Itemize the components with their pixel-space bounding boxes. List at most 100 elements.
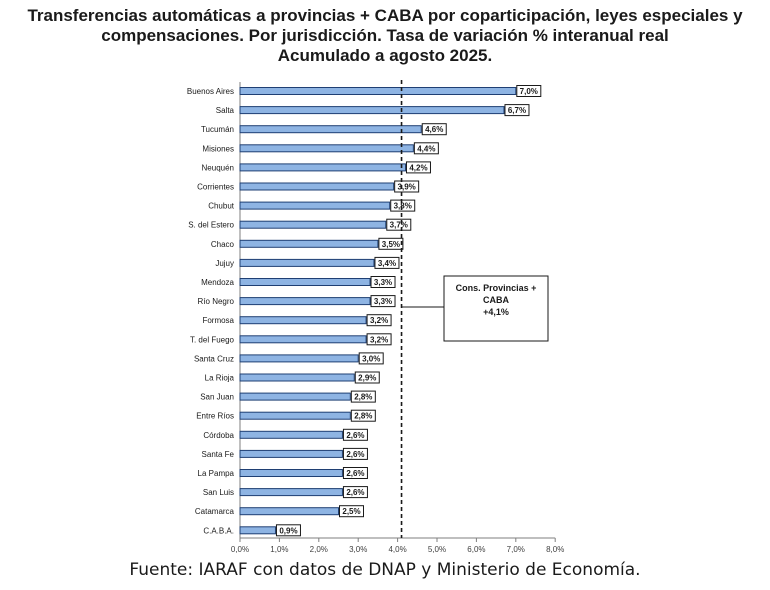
data-label-box: [366, 314, 392, 327]
data-label-box: [350, 390, 376, 403]
x-tick-label: 5,0%: [428, 545, 446, 554]
category-label: Salta: [216, 106, 235, 115]
chart-title: Transferencias automáticas a provincias …: [0, 6, 770, 66]
category-label: Neuquén: [202, 163, 234, 172]
data-label-box: [339, 505, 364, 518]
data-label: 7,0%: [520, 87, 538, 96]
data-label-box: [413, 142, 439, 155]
x-tick-label: 3,0%: [349, 545, 367, 554]
category-label: San Juan: [200, 393, 234, 402]
category-label: La Rioja: [205, 374, 235, 383]
data-label-box: [370, 295, 396, 308]
x-tick-label: 4,0%: [388, 545, 406, 554]
data-label-box: [394, 180, 420, 193]
data-label-box: [370, 276, 396, 288]
data-label: 2,9%: [358, 374, 376, 383]
category-label: Santa Fe: [202, 450, 235, 459]
data-label: 3,2%: [370, 316, 388, 325]
data-label-box: [421, 123, 447, 136]
bar: [239, 239, 379, 248]
x-tick-label: 8,0%: [546, 545, 564, 554]
data-label: 3,5%: [382, 240, 400, 249]
data-label-box: [342, 467, 368, 479]
bar: [239, 297, 371, 306]
category-label: Entre Ríos: [196, 412, 234, 421]
data-label-box: [378, 237, 404, 250]
data-label-box: [354, 371, 380, 384]
category-label: T. del Fuego: [190, 335, 235, 344]
category-label: Corrientes: [197, 183, 234, 192]
data-label: 2,6%: [346, 450, 364, 459]
bar: [239, 526, 276, 535]
source-note: Fuente: IARAF con datos de DNAP y Minist…: [129, 560, 641, 580]
category-label: Chubut: [208, 202, 235, 211]
bar: [239, 201, 391, 210]
bar: [239, 430, 343, 439]
data-label: 3,3%: [374, 278, 392, 287]
category-label: San Luis: [203, 488, 234, 497]
category-label: Buenos Aires: [187, 87, 234, 96]
annotation-text: +4,1%: [483, 307, 509, 317]
bar: [239, 488, 343, 497]
data-label: 3,0%: [362, 354, 380, 363]
bar: [239, 335, 367, 344]
data-label: 4,2%: [409, 163, 427, 172]
bar: [239, 220, 387, 229]
data-label-box: [374, 256, 400, 269]
category-label: La Pampa: [198, 469, 235, 478]
data-label: 3,7%: [390, 221, 408, 230]
data-label: 3,9%: [398, 183, 416, 192]
category-label: Córdoba: [203, 431, 234, 440]
bar: [239, 449, 343, 458]
category-label: Catamarca: [195, 507, 235, 516]
category-label: Formosa: [202, 316, 234, 325]
data-label: 2,8%: [354, 393, 372, 402]
bar: [239, 469, 343, 477]
category-label: Tucumán: [201, 125, 234, 134]
annotation-text: Cons. Provincias +: [456, 283, 537, 293]
bar: [239, 373, 355, 382]
data-label-box: [366, 333, 392, 346]
title-line-3: Acumulado a agosto 2025.: [277, 46, 493, 65]
data-label: 4,6%: [425, 125, 443, 134]
annotation-box: [443, 275, 549, 342]
category-label: S. del Estero: [188, 221, 234, 230]
bar: [239, 144, 414, 153]
data-label: 3,3%: [374, 297, 392, 306]
data-label-box: [342, 428, 368, 441]
data-label-box: [358, 352, 384, 365]
bar: [239, 411, 351, 420]
title-line-2: compensaciones. Por jurisdicción. Tasa d…: [101, 26, 669, 45]
data-label: 2,6%: [346, 488, 364, 497]
data-label: 6,7%: [508, 106, 526, 115]
bar: [239, 258, 375, 267]
data-label-box: [405, 161, 431, 174]
data-label-box: [386, 218, 412, 231]
bar: [239, 87, 517, 95]
x-tick-label: 6,0%: [467, 545, 485, 554]
x-tick-label: 1,0%: [270, 545, 288, 554]
category-label: Mendoza: [201, 278, 234, 287]
category-label: Chaco: [211, 240, 235, 249]
annotation-text: CABA: [483, 295, 509, 305]
data-label: 2,6%: [346, 469, 364, 478]
data-label-box: [342, 447, 368, 460]
bar: [239, 392, 351, 401]
bar: [239, 354, 359, 363]
category-label: Río Negro: [198, 297, 235, 306]
bar: [239, 507, 339, 516]
bar: [239, 182, 395, 191]
category-label: Santa Cruz: [194, 354, 234, 363]
category-label: Jujuy: [215, 259, 234, 268]
data-label-box: [275, 524, 301, 537]
data-label-box: [504, 104, 530, 117]
x-tick-label: 2,0%: [310, 545, 328, 554]
bar: [239, 163, 406, 172]
data-label: 4,4%: [417, 144, 435, 153]
data-label: 3,2%: [370, 335, 388, 344]
category-label: Misiones: [202, 144, 234, 153]
data-label-box: [516, 85, 542, 97]
bar: [239, 278, 371, 286]
title-line-1: Transferencias automáticas a provincias …: [27, 6, 743, 25]
